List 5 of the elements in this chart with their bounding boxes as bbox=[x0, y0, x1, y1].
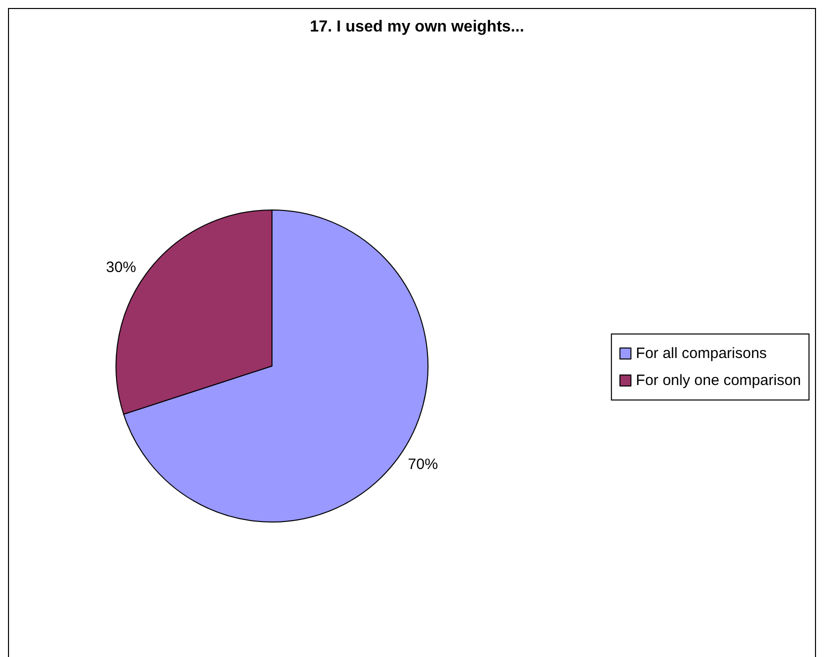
legend-label: For all comparisons bbox=[636, 345, 767, 362]
chart-title: 17. I used my own weights... bbox=[310, 18, 524, 36]
data-label: 70% bbox=[408, 456, 438, 474]
data-label: 30% bbox=[106, 258, 136, 276]
legend-label: For only one comparison bbox=[636, 372, 802, 389]
